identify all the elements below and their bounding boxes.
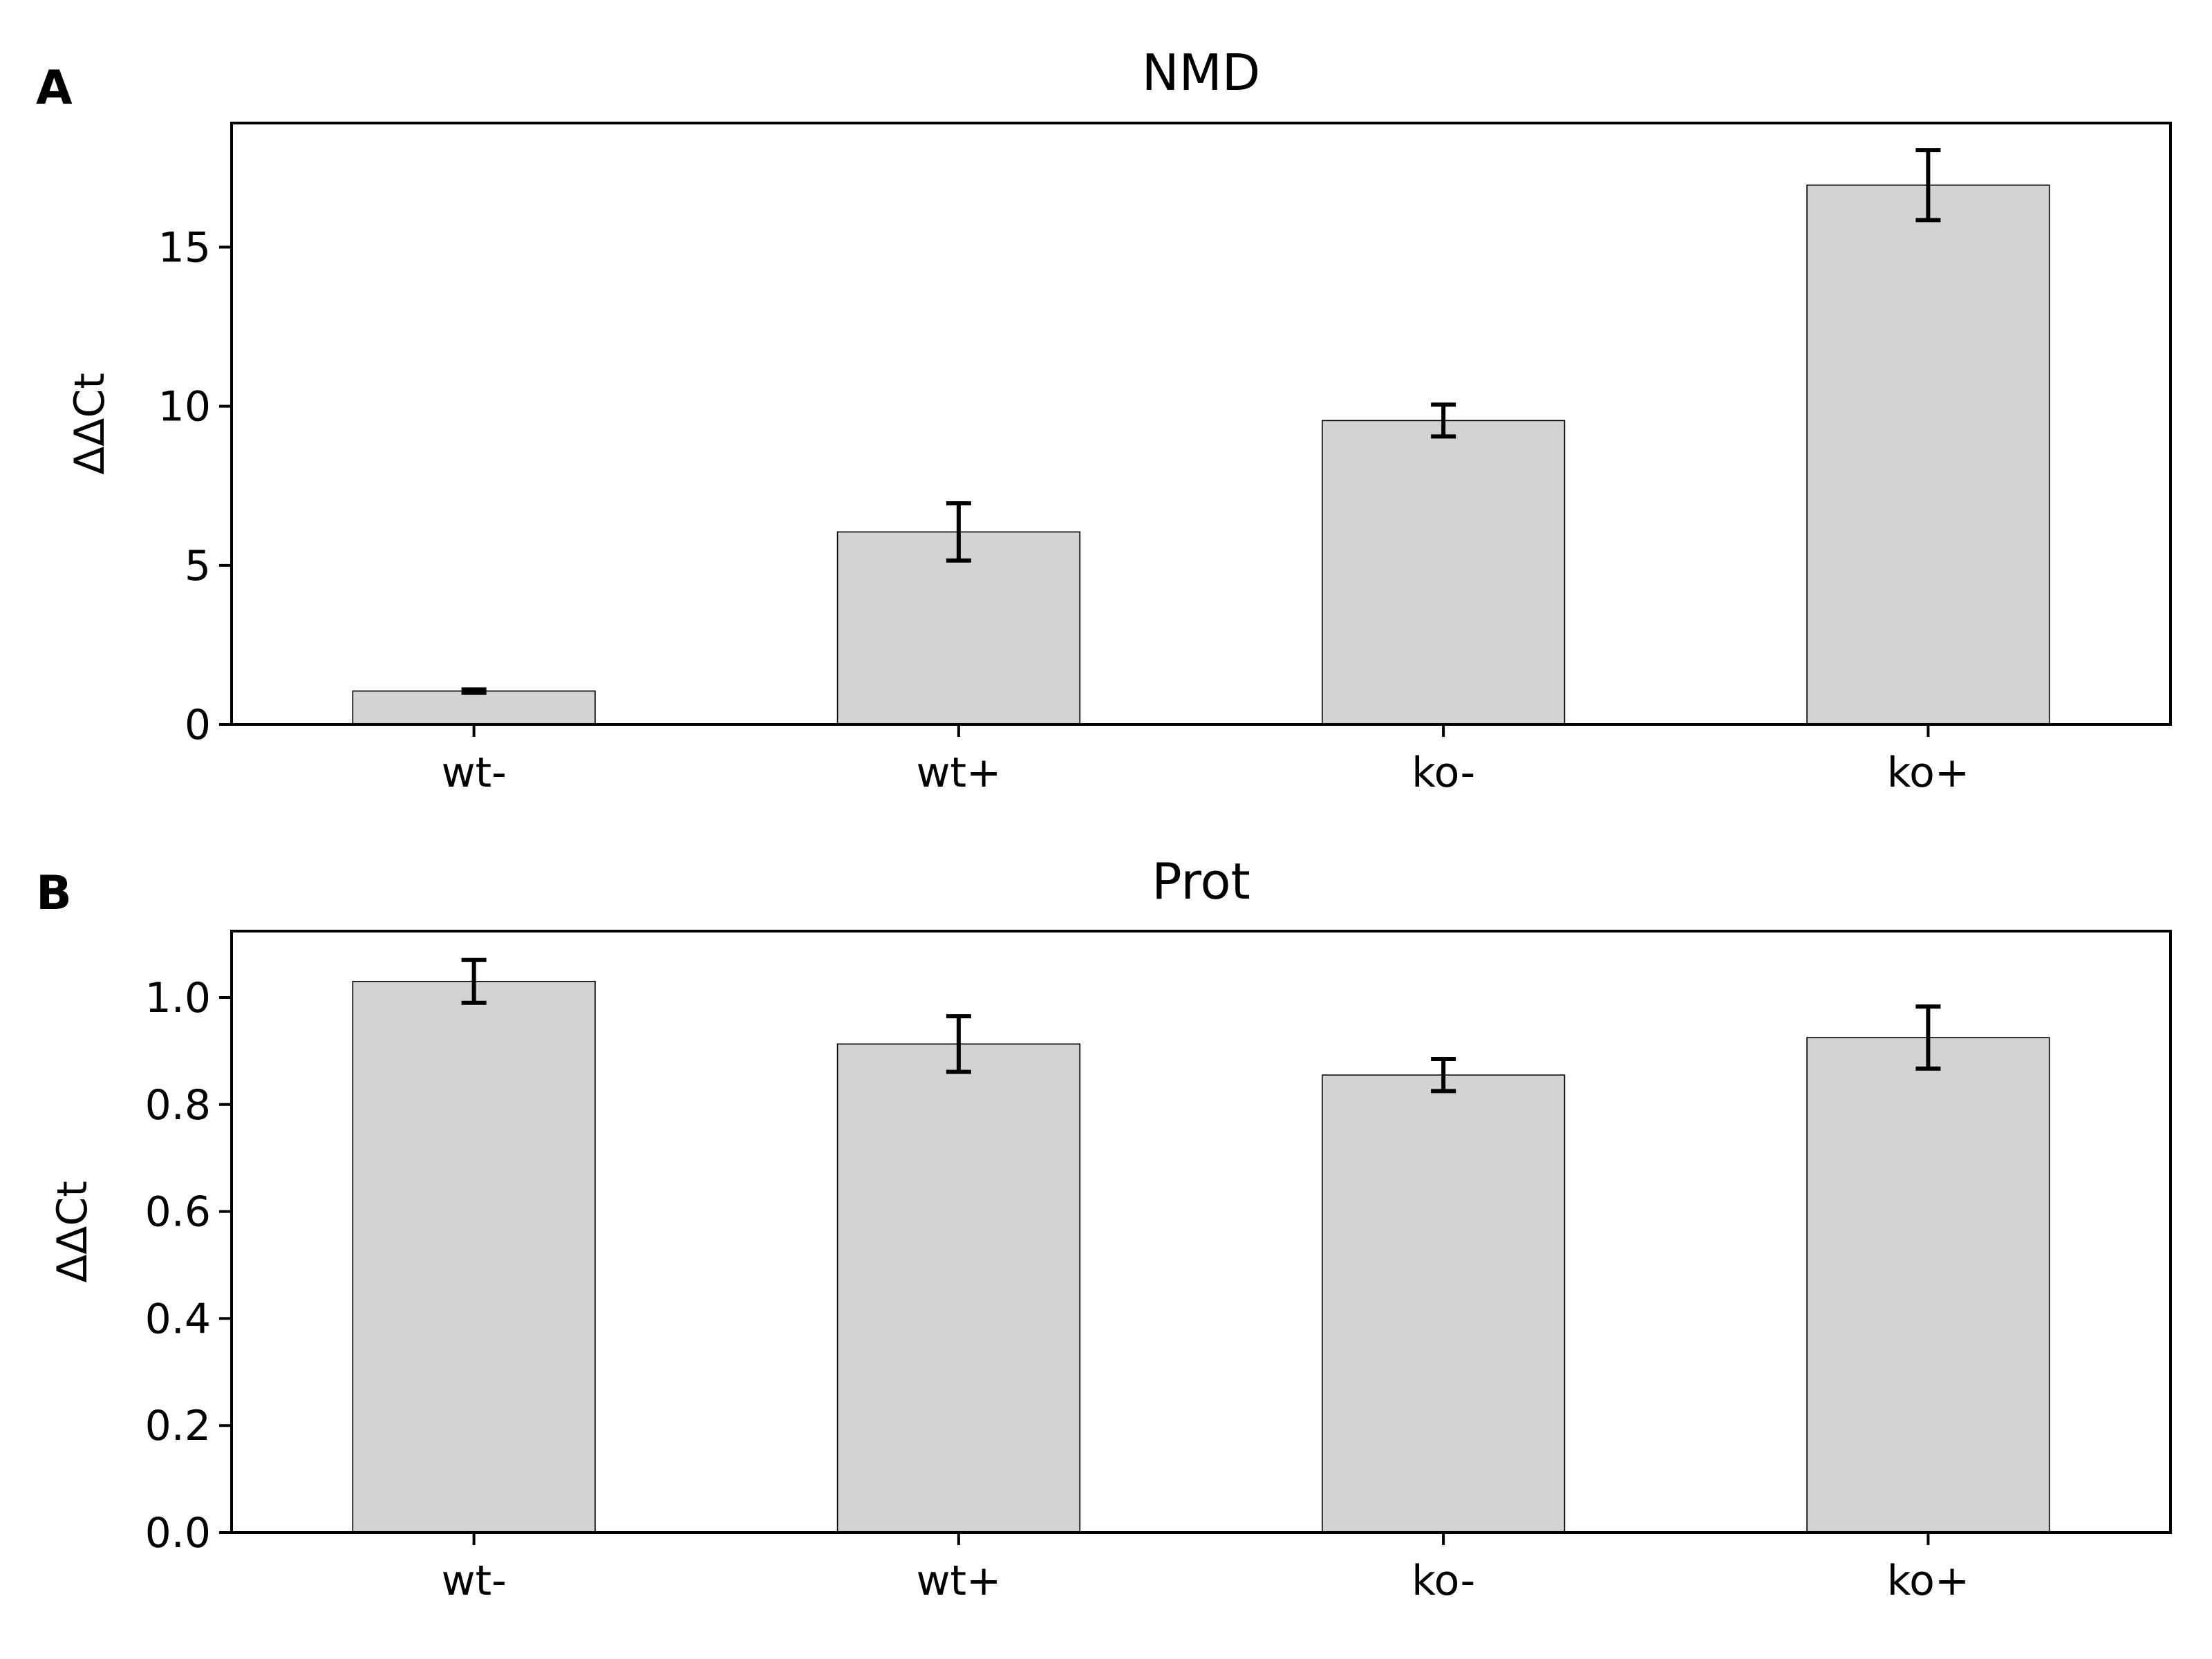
x-tick-label: wt- — [442, 1557, 507, 1605]
y-tick-label: 0.0 — [145, 1509, 211, 1557]
y-tick-label: 0.6 — [145, 1188, 211, 1237]
chart-title: NMD — [1142, 44, 1260, 102]
y-tick-label: 15 — [158, 224, 211, 272]
panel-letter: B — [36, 866, 72, 921]
y-tick-label: 0.8 — [145, 1081, 211, 1130]
bar-ko+ — [1806, 1037, 2050, 1533]
bar-ko+ — [1806, 184, 2050, 725]
error-bar-ko+ — [1915, 148, 1941, 223]
x-tick-label: wt- — [442, 749, 507, 797]
error-bar-ko- — [1431, 1056, 1456, 1094]
x-tick-label: ko- — [1412, 749, 1475, 797]
y-tick-label: 0 — [185, 701, 211, 749]
y-tick-label: 10 — [158, 383, 211, 431]
bar-ko- — [1322, 1074, 1566, 1533]
chart-panel-a: A NMD ΔΔCt 0 5 10 15 wt-wt+ ko-ko+ — [36, 44, 2172, 797]
chart-title: Prot — [1152, 852, 1250, 910]
x-tick-label: wt+ — [916, 1557, 1001, 1605]
error-bar-ko- — [1431, 402, 1456, 439]
chart-panel-b: B Prot ΔΔCt 0.0 0.2 0.4 0.6 0.8 1.0 wt-wt+ ko-ko+ — [36, 852, 2172, 1605]
bar-wt+ — [836, 1043, 1080, 1533]
plot-frame — [230, 122, 2172, 726]
y-axis-label: ΔΔCt — [66, 373, 114, 475]
error-bar-wt+ — [946, 1014, 971, 1074]
y-tick-label: 5 — [185, 542, 211, 590]
error-bar-wt+ — [946, 501, 971, 563]
panel-letter: A — [36, 61, 73, 115]
bar-wt+ — [836, 531, 1080, 725]
y-tick-label: 0.2 — [145, 1402, 211, 1450]
error-bar-ko+ — [1915, 1004, 1941, 1071]
y-tick-label: 0.4 — [145, 1295, 211, 1343]
x-tick-label: ko+ — [1887, 749, 1970, 797]
y-tick-label: 1.0 — [145, 974, 211, 1022]
bar-wt- — [352, 690, 596, 725]
error-bar-wt- — [461, 687, 487, 695]
y-axis-label: ΔΔCt — [48, 1181, 97, 1283]
x-tick-label: ko- — [1412, 1557, 1475, 1605]
bar-wt- — [352, 980, 596, 1533]
x-tick-label: ko+ — [1887, 1557, 1970, 1605]
plot-frame — [230, 930, 2172, 1534]
x-tick-label: wt+ — [916, 749, 1001, 797]
error-bar-wt- — [461, 957, 487, 1005]
bar-ko- — [1322, 420, 1566, 725]
